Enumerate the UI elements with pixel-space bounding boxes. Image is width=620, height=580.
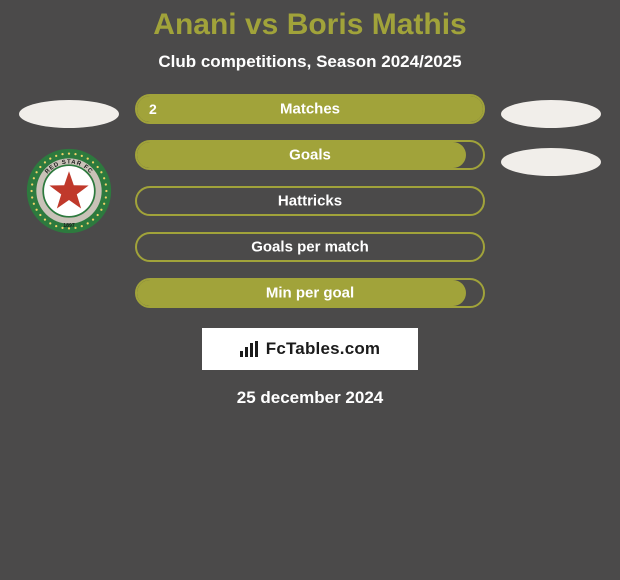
title-vs: vs <box>245 8 278 41</box>
infographic-root: Anani vs Boris Mathis Club competitions,… <box>0 0 620 580</box>
stat-name: Hattricks <box>278 193 342 210</box>
stat-name: Matches <box>280 101 340 118</box>
right-column <box>501 94 601 176</box>
club-left-badge: RED STAR FC 1897 <box>26 148 112 234</box>
date-text: 25 december 2024 <box>0 388 620 408</box>
page-title: Anani vs Boris Mathis <box>0 8 620 42</box>
left-column: RED STAR FC 1897 <box>19 94 119 234</box>
stat-name: Min per goal <box>266 285 354 302</box>
club-left-label-bottom: 1897 <box>63 223 75 229</box>
stats-column: 2 Matches Goals Hattricks Goals per match Min… <box>135 94 485 308</box>
stat-bar: 2 Matches <box>135 94 485 124</box>
stat-name: Goals <box>289 147 331 164</box>
chart-icon <box>240 341 260 357</box>
player-right-avatar <box>501 100 601 128</box>
stat-value-left: 2 <box>149 101 157 117</box>
stat-bar: Goals <box>135 140 485 170</box>
stat-name: Goals per match <box>251 239 369 256</box>
branding-box: FcTables.com <box>202 328 418 370</box>
player-left-avatar <box>19 100 119 128</box>
club-right-avatar <box>501 148 601 176</box>
title-player-left: Anani <box>153 8 236 41</box>
main-layout: RED STAR FC 1897 2 Matches Goals Hattricks G… <box>0 94 620 308</box>
title-player-right: Boris Mathis <box>287 8 467 41</box>
branding-text: FcTables.com <box>266 339 381 359</box>
stat-bar: Hattricks <box>135 186 485 216</box>
stat-bar: Min per goal <box>135 278 485 308</box>
stat-bar: Goals per match <box>135 232 485 262</box>
page-subtitle: Club competitions, Season 2024/2025 <box>0 52 620 72</box>
